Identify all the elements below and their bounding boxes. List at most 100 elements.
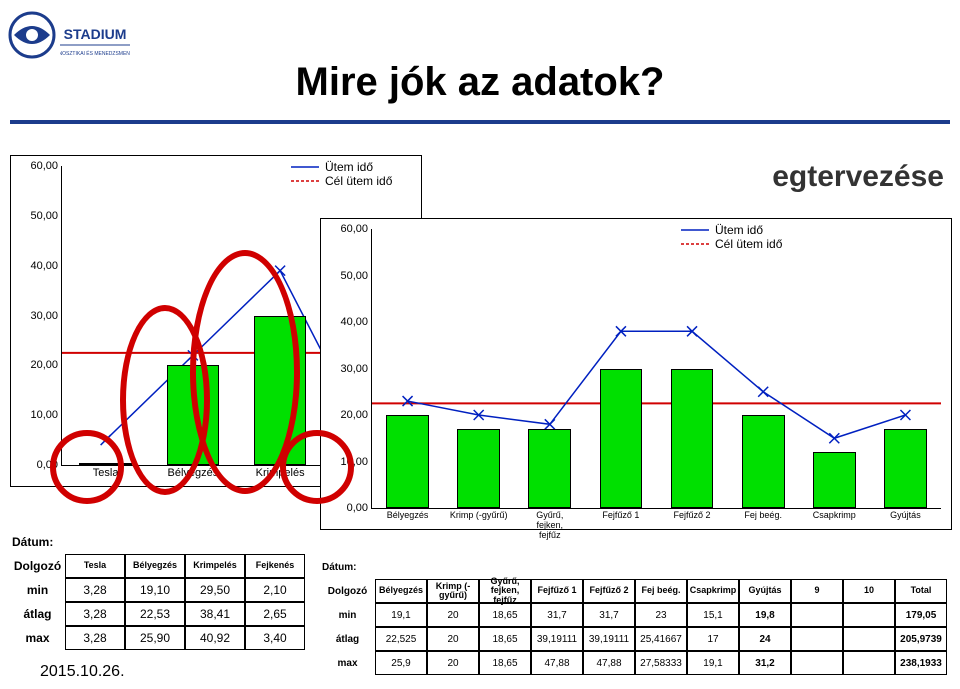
ytick-label: 40,00	[340, 316, 372, 328]
cell: 25,9	[375, 651, 427, 675]
cell: 47,88	[583, 651, 635, 675]
cell: 238,1933	[895, 651, 947, 675]
page: STADIUM DIAGNOSZTIKAI ÉS MENEDZSMENT KFT…	[0, 0, 960, 689]
bar	[600, 369, 643, 509]
col-head: 10	[843, 579, 895, 603]
cell: 18,65	[479, 603, 531, 627]
cell: 29,50	[185, 578, 245, 602]
cell: 179,05	[895, 603, 947, 627]
cell: 20	[427, 651, 479, 675]
cell: 22,53	[125, 602, 185, 626]
cell	[843, 651, 895, 675]
col-head: Fejfűző 2	[583, 579, 635, 603]
cell: 18,65	[479, 627, 531, 651]
cell: 19,1	[687, 651, 739, 675]
row-label: min	[320, 610, 375, 621]
col-head: 9	[791, 579, 843, 603]
cell: 20	[427, 627, 479, 651]
row-label: min	[10, 583, 65, 597]
row-label: Dolgozó	[320, 586, 375, 597]
cell: 24	[739, 627, 791, 651]
cell: 39,19111	[583, 627, 635, 651]
col-head: Bélyegzés	[375, 579, 427, 603]
ytick-label: 30,00	[30, 310, 62, 322]
cell: 27,58333	[635, 651, 687, 675]
cell: 23	[635, 603, 687, 627]
highlight-circle	[280, 430, 354, 504]
bg-text-fragment: egtervezése	[772, 160, 944, 194]
ytick-label: 0,00	[347, 502, 372, 514]
ytick-label: 50,00	[30, 210, 62, 222]
col-head: Fejfűző 1	[531, 579, 583, 603]
cell	[791, 603, 843, 627]
datum-label: Dátum:	[320, 562, 375, 573]
cell: 2,65	[245, 602, 305, 626]
xcat-label: Fejfűző 1	[602, 508, 639, 520]
ytick-label: 30,00	[340, 363, 372, 375]
ytick-label: 20,00	[30, 359, 62, 371]
bar	[671, 369, 714, 509]
col-head: Total	[895, 579, 947, 603]
cell: 3,28	[65, 626, 125, 650]
svg-text:STADIUM: STADIUM	[64, 26, 127, 42]
cell: 25,41667	[635, 627, 687, 651]
cell: 20	[427, 603, 479, 627]
col-head: Bélyegzés	[125, 554, 185, 578]
table-right: Dátum: DolgozóBélyegzésKrimp (-gyűrű)Gyűr…	[320, 555, 956, 675]
col-head: Fej beég.	[635, 579, 687, 603]
cell: 18,65	[479, 651, 531, 675]
xcat-label: Fejfűző 2	[674, 508, 711, 520]
xcat-label: Csapkrimp	[813, 508, 856, 520]
cell: 31,2	[739, 651, 791, 675]
ytick-label: 40,00	[30, 260, 62, 272]
cell	[843, 603, 895, 627]
cell: 38,41	[185, 602, 245, 626]
ytick-label: 20,00	[340, 409, 372, 421]
xcat-label: Fej beég.	[744, 508, 782, 520]
xcat-label: Gyújtás	[890, 508, 921, 520]
row-label: Dolgozó	[10, 559, 65, 573]
title-rule	[10, 120, 950, 124]
cell: 19,8	[739, 603, 791, 627]
col-head: Csapkrimp	[687, 579, 739, 603]
cell	[791, 627, 843, 651]
page-title: Mire jók az adatok?	[296, 60, 665, 105]
col-head: Fejkenés	[245, 554, 305, 578]
cell: 39,19111	[531, 627, 583, 651]
row-label: átlag	[10, 607, 65, 621]
cell: 19,1	[375, 603, 427, 627]
cell: 3,28	[65, 602, 125, 626]
cell: 19,10	[125, 578, 185, 602]
cell: 2,10	[245, 578, 305, 602]
col-head: Krimp (-gyűrű)	[427, 579, 479, 603]
xcat-label: Gyűrű,fejken,fejfűz	[536, 508, 563, 540]
bar	[742, 415, 785, 508]
cell: 22,525	[375, 627, 427, 651]
svg-text:DIAGNOSZTIKAI ÉS MENEDZSMENT K: DIAGNOSZTIKAI ÉS MENEDZSMENT KFT	[60, 50, 130, 57]
bar	[884, 429, 927, 508]
cell: 31,7	[583, 603, 635, 627]
xcat-label: Bélyegzés	[387, 508, 429, 520]
cell	[843, 627, 895, 651]
col-head: Gyújtás	[739, 579, 791, 603]
col-head: Tesla	[65, 554, 125, 578]
ytick-label: 50,00	[340, 270, 372, 282]
col-head: Gyűrű, fejken, fejfűz	[479, 579, 531, 603]
cell: 40,92	[185, 626, 245, 650]
cell: 25,90	[125, 626, 185, 650]
row-label: átlag	[320, 634, 375, 645]
ytick-label: 60,00	[340, 223, 372, 235]
logo: STADIUM DIAGNOSZTIKAI ÉS MENEDZSMENT KFT	[8, 8, 138, 62]
cell: 47,88	[531, 651, 583, 675]
cell	[791, 651, 843, 675]
cell: 31,7	[531, 603, 583, 627]
bar	[813, 452, 856, 508]
col-head: Krimpelés	[185, 554, 245, 578]
row-label: max	[10, 631, 65, 645]
row-label: max	[320, 658, 375, 669]
ytick-label: 60,00	[30, 160, 62, 172]
cell: 3,40	[245, 626, 305, 650]
chart-right-plot: 0,0010,0020,0030,0040,0050,0060,00Bélyeg…	[371, 229, 941, 509]
highlight-circle	[50, 430, 124, 504]
chart-right: Ütem idő Cél ütem idő 0,0010,0020,0030,0…	[320, 218, 952, 530]
